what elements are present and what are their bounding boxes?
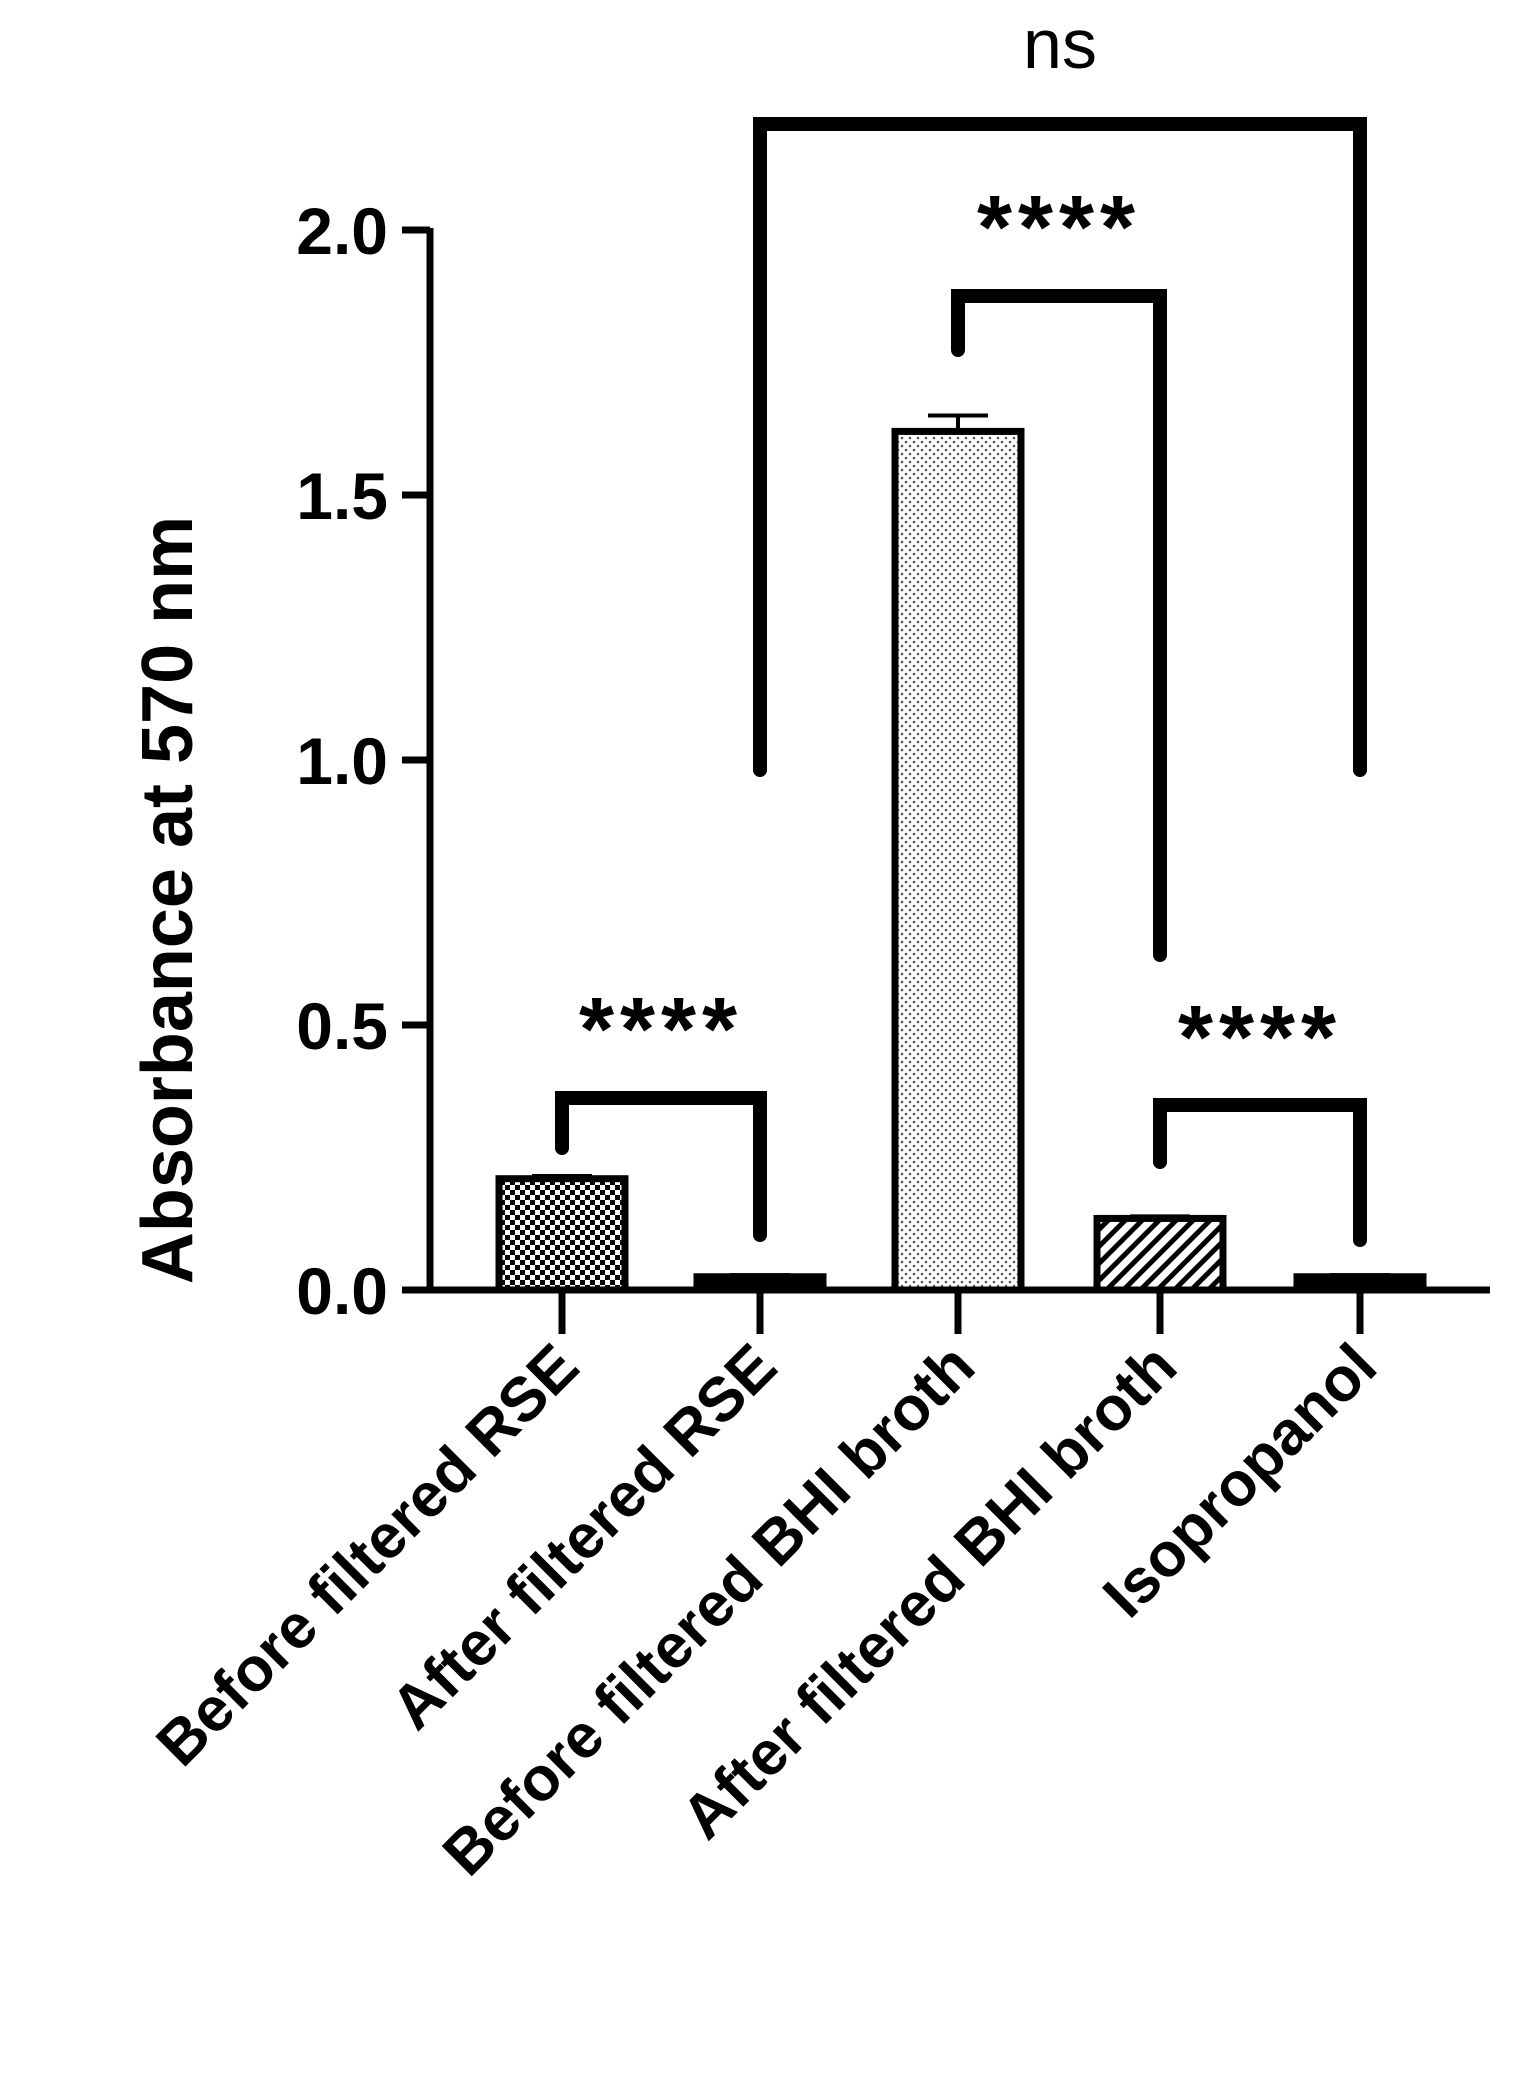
significance-label: **** xyxy=(1178,988,1342,1088)
y-axis-title: Absorbance at 570 nm xyxy=(128,516,208,1284)
x-tick-label: After filtered RSE xyxy=(378,1331,790,1743)
y-tick-label: 1.5 xyxy=(296,459,388,533)
bar xyxy=(1093,1214,1227,1294)
bar xyxy=(1293,1273,1427,1294)
y-axis-ticks: 0.0 0.5 1.0 1.5 2.0 xyxy=(296,194,430,1328)
significance-bracket xyxy=(555,1091,767,1242)
significance-brackets: **** **** **** ns xyxy=(555,5,1367,1247)
y-tick-label: 0.5 xyxy=(296,989,388,1063)
bar xyxy=(891,427,1025,1294)
significance-bracket xyxy=(1153,1098,1367,1247)
significance-bracket xyxy=(951,289,1167,962)
bar xyxy=(495,1175,629,1294)
significance-label: **** xyxy=(977,178,1141,278)
significance-bracket xyxy=(753,117,1367,777)
significance-label: **** xyxy=(579,980,743,1080)
y-axis-title-group: Absorbance at 570 nm xyxy=(128,516,208,1284)
bar xyxy=(693,1273,827,1294)
y-tick-label: 1.0 xyxy=(296,724,388,798)
y-tick-label: 0.0 xyxy=(296,1254,388,1328)
significance-label: ns xyxy=(1023,5,1097,83)
bars xyxy=(495,413,1427,1294)
y-tick-label: 2.0 xyxy=(296,194,388,268)
